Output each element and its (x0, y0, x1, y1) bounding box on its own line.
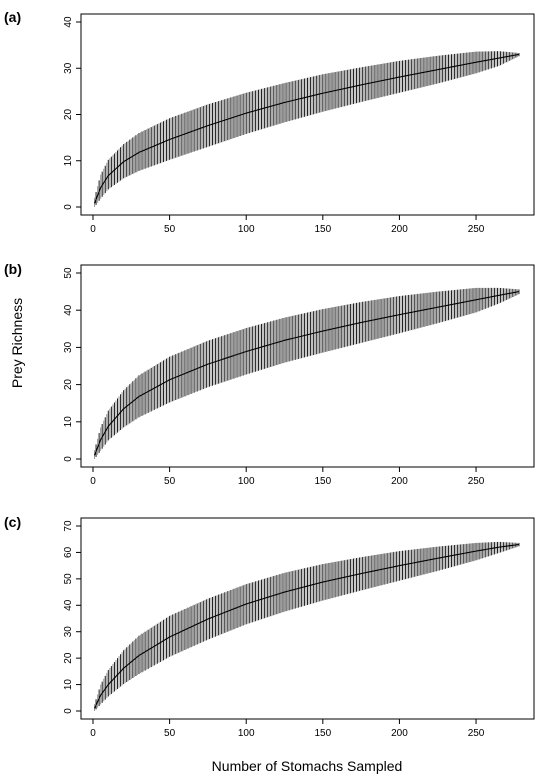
x-tick-label: 250 (468, 224, 485, 235)
x-tick-label: 100 (238, 224, 255, 235)
panel-label: (b) (4, 261, 22, 277)
y-axis: 0 10 20 30 40 50 60 70 (63, 520, 81, 714)
panel-b: 0 50 100 150 200 250 0 10 20 30 40 50 (b) (4, 261, 535, 487)
x-axis: 0 50 100 150 200 250 (90, 467, 485, 487)
panel-label: (c) (4, 514, 21, 530)
mean-richness-line (94, 543, 520, 709)
x-tick-label: 150 (314, 728, 331, 739)
plot-frame (80, 517, 535, 720)
x-tick-label: 100 (238, 728, 255, 739)
y-tick-label: 10 (63, 679, 74, 691)
error-band (94, 287, 520, 459)
x-tick-label: 150 (314, 476, 331, 487)
x-tick-label: 250 (468, 728, 485, 739)
x-tick-label: 200 (391, 476, 408, 487)
y-tick-label: 10 (63, 416, 74, 428)
y-tick-label: 20 (63, 379, 74, 391)
x-tick-label: 0 (90, 728, 96, 739)
x-tick-label: 50 (164, 224, 176, 235)
y-tick-label: 20 (63, 109, 74, 121)
x-tick-label: 100 (238, 476, 255, 487)
y-tick-label: 50 (63, 267, 74, 279)
x-tick-label: 250 (468, 476, 485, 487)
x-tick-label: 200 (391, 224, 408, 235)
x-axis: 0 50 100 150 200 250 (90, 719, 485, 739)
x-tick-label: 50 (164, 728, 176, 739)
y-tick-label: 10 (63, 155, 74, 167)
y-axis-title: Prey Richness (9, 298, 25, 388)
mean-richness-line (94, 53, 520, 204)
x-axis: 0 50 100 150 200 250 (90, 215, 485, 235)
y-tick-label: 40 (63, 599, 74, 611)
y-tick-label: 30 (63, 62, 74, 74)
y-tick-label: 0 (63, 708, 74, 714)
panel-label: (a) (4, 9, 21, 25)
x-tick-label: 150 (314, 224, 331, 235)
mean-richness-line (94, 291, 520, 456)
y-axis: 0 10 20 30 40 (63, 16, 81, 210)
x-tick-label: 0 (90, 476, 96, 487)
y-tick-label: 30 (63, 626, 74, 638)
y-tick-label: 20 (63, 652, 74, 664)
y-tick-label: 30 (63, 341, 74, 353)
panel-a: 0 50 100 150 200 250 0 10 20 30 40 (a) (4, 9, 535, 235)
y-axis: 0 10 20 30 40 50 (63, 267, 81, 462)
y-tick-label: 60 (63, 546, 74, 558)
panel-c: 0 50 100 150 200 250 0 10 20 30 40 50 60 70 (c) (4, 514, 535, 739)
x-tick-label: 200 (391, 728, 408, 739)
y-tick-label: 50 (63, 573, 74, 585)
y-tick-label: 40 (63, 16, 74, 28)
plot-frame (80, 264, 535, 468)
x-tick-label: 0 (90, 224, 96, 235)
x-tick-label: 50 (164, 476, 176, 487)
error-band (94, 541, 520, 711)
error-band (94, 51, 520, 207)
x-axis-title: Number of Stomachs Sampled (212, 758, 403, 774)
y-tick-label: 70 (63, 520, 74, 532)
y-tick-label: 40 (63, 304, 74, 316)
y-tick-label: 0 (63, 456, 74, 462)
y-tick-label: 0 (63, 204, 74, 210)
